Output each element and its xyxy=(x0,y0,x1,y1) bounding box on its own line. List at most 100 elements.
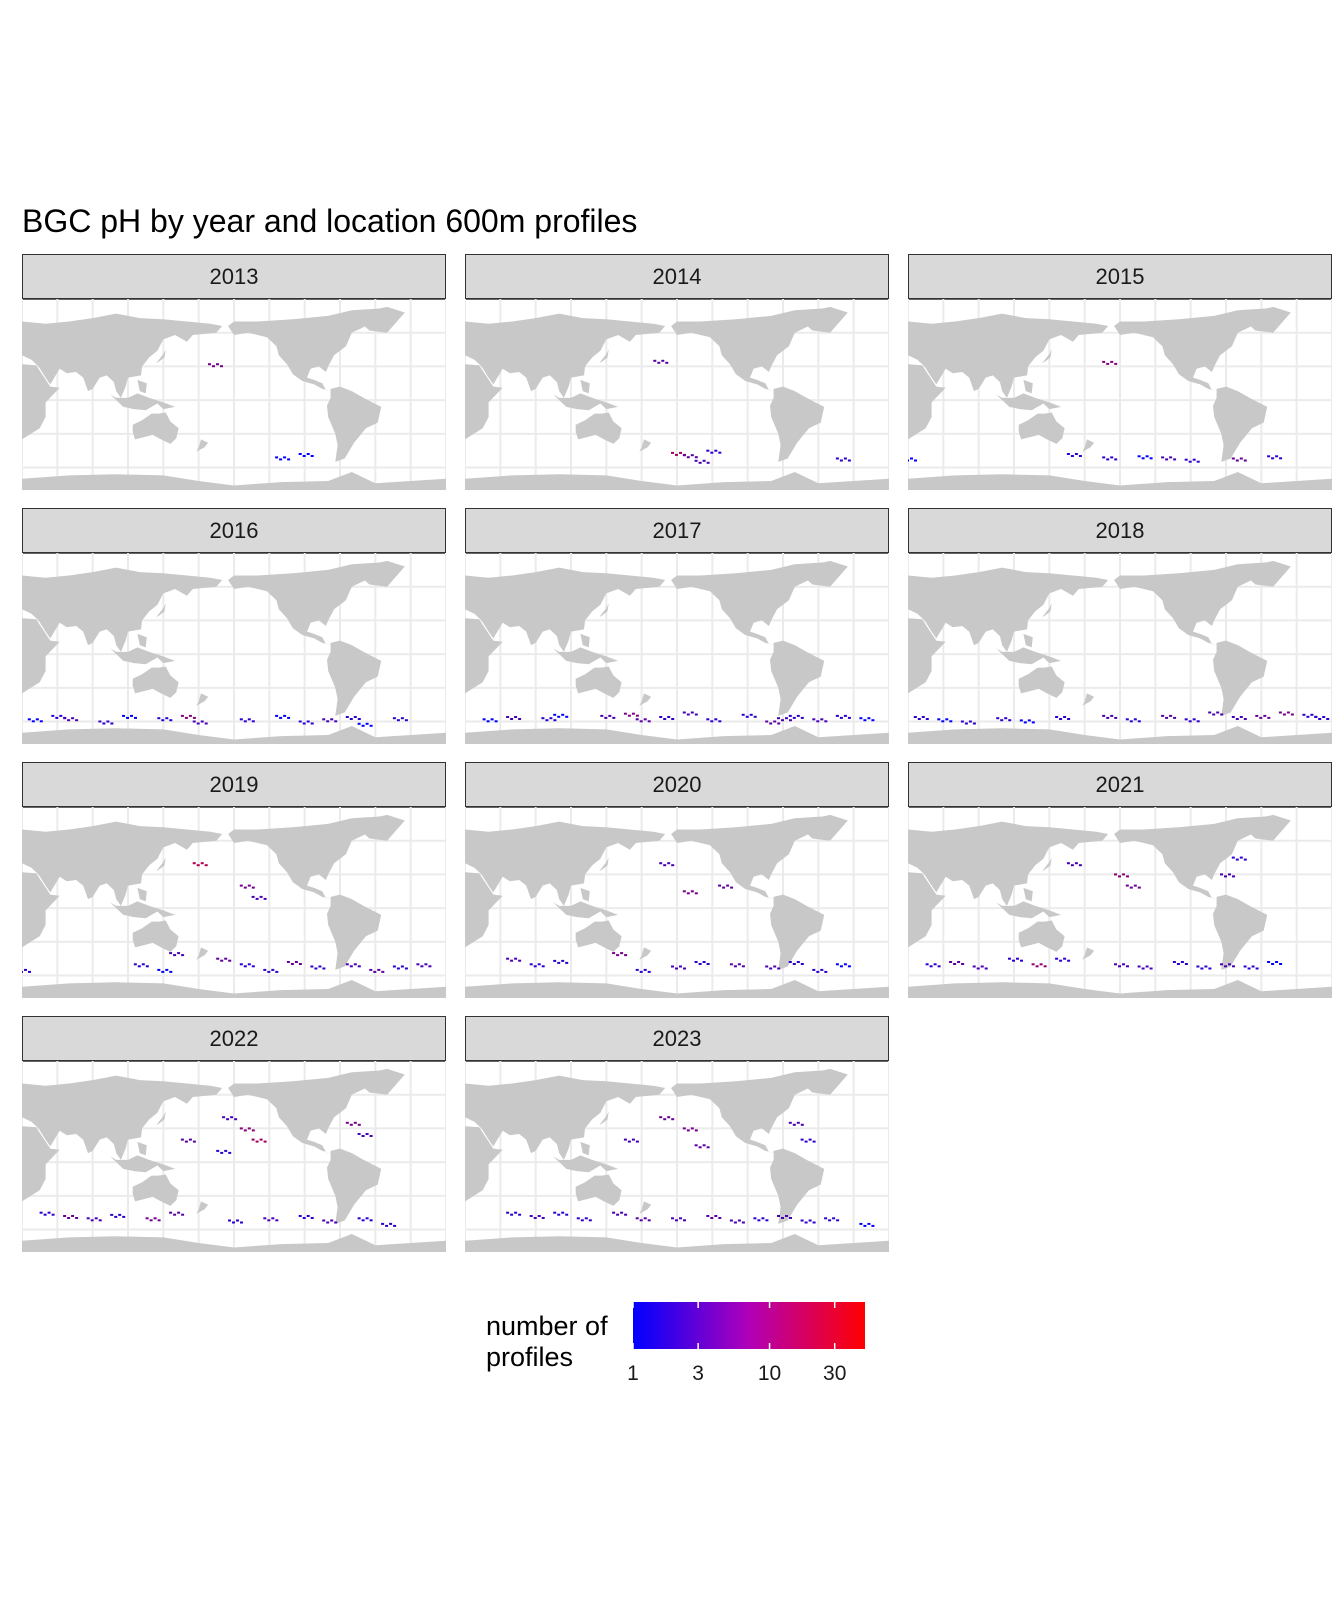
profile-cell xyxy=(871,719,875,722)
profile-cell xyxy=(224,1149,228,1152)
profile-cell xyxy=(236,1219,239,1222)
profile-cell xyxy=(1074,453,1078,455)
profile-cluster xyxy=(392,717,408,722)
profile-cell xyxy=(251,965,255,968)
profile-cell xyxy=(153,1217,157,1220)
profile-cell xyxy=(710,1217,714,1219)
profile-cell xyxy=(1125,884,1129,887)
profile-cell xyxy=(1133,884,1137,887)
profile-cell xyxy=(1110,360,1114,363)
profile-cluster xyxy=(553,713,569,718)
profile-cell xyxy=(255,897,259,900)
profile-cell xyxy=(933,963,937,966)
profile-cluster xyxy=(1125,718,1141,723)
profile-cell xyxy=(226,1118,230,1121)
profile-cell xyxy=(396,967,400,970)
profile-cell xyxy=(1133,718,1137,721)
profile-cell xyxy=(1184,458,1188,461)
land-mass xyxy=(22,1075,223,1160)
land-mass xyxy=(639,439,652,452)
profile-cell xyxy=(286,961,290,963)
profile-cell xyxy=(1192,458,1196,461)
land-mass xyxy=(794,306,848,333)
profile-cell xyxy=(839,965,843,968)
profile-cell xyxy=(518,718,522,720)
profile-cell xyxy=(635,718,639,721)
profile-cell xyxy=(1137,455,1141,458)
profile-cell xyxy=(1055,957,1059,960)
profile-cell xyxy=(639,970,643,973)
profile-cell xyxy=(553,713,557,716)
profile-cell xyxy=(357,1123,361,1126)
land-mass xyxy=(770,386,825,462)
profile-cell xyxy=(192,720,196,723)
profile-cell xyxy=(1137,720,1141,723)
profile-cell xyxy=(283,714,287,717)
land-mass xyxy=(465,872,503,948)
profile-cell xyxy=(114,1215,118,1218)
profile-cell xyxy=(1231,856,1235,859)
land-mass xyxy=(594,349,609,366)
profile-cluster xyxy=(529,963,545,968)
profile-cell xyxy=(334,1221,338,1224)
profile-cell xyxy=(283,456,287,459)
profile-cell xyxy=(682,711,686,714)
profile-cell xyxy=(718,451,722,454)
profile-cell xyxy=(808,1138,812,1141)
profile-cluster xyxy=(1102,714,1118,719)
land-mass xyxy=(132,412,179,444)
profile-cell xyxy=(287,458,291,461)
profile-cell xyxy=(482,718,486,721)
profile-cell xyxy=(404,967,408,970)
profile-cell xyxy=(1066,453,1070,455)
profile-cell xyxy=(627,1140,631,1143)
profile-cluster xyxy=(208,363,223,368)
world-map xyxy=(22,299,446,490)
profile-cell xyxy=(1114,963,1117,966)
profile-cluster xyxy=(1125,884,1141,889)
profile-cell xyxy=(141,963,145,966)
profile-cell xyxy=(1165,458,1169,461)
profile-cell xyxy=(157,1219,161,1222)
profile-cell xyxy=(59,714,63,717)
profile-cell xyxy=(733,965,737,968)
profile-cell xyxy=(808,1219,812,1222)
profile-cell xyxy=(1149,457,1153,460)
land-mass xyxy=(575,1174,622,1206)
profile-cell xyxy=(781,1217,784,1219)
profile-cell xyxy=(345,963,349,966)
profile-cell xyxy=(1110,714,1114,717)
profile-cell xyxy=(667,716,671,718)
profile-cell xyxy=(604,716,608,719)
profile-cell xyxy=(1228,873,1231,876)
profile-cluster xyxy=(98,720,114,725)
profile-cell xyxy=(1196,460,1200,463)
profile-cell xyxy=(627,714,631,717)
profile-cell xyxy=(247,718,251,721)
profile-cell xyxy=(553,959,557,962)
profile-cell xyxy=(1000,719,1004,722)
world-map xyxy=(465,1061,889,1252)
profile-cell xyxy=(228,959,232,962)
profile-cell xyxy=(510,718,514,720)
profile-cluster xyxy=(835,457,851,462)
land-mass xyxy=(465,821,666,906)
profile-cell xyxy=(1129,720,1133,723)
profile-cluster xyxy=(706,449,722,454)
profile-cell xyxy=(1232,965,1235,968)
profile-cluster xyxy=(251,895,267,900)
profile-cell xyxy=(812,968,816,971)
profile-cell xyxy=(820,968,824,971)
profile-cluster xyxy=(765,720,781,725)
profile-cell xyxy=(820,718,824,721)
profile-cluster xyxy=(1220,963,1235,968)
profile-cell xyxy=(345,716,349,718)
profile-cell xyxy=(314,967,318,970)
profile-cell xyxy=(353,716,357,718)
profile-cell xyxy=(234,1118,238,1121)
profile-cell xyxy=(745,715,749,718)
profile-cell xyxy=(843,457,847,460)
profile-cell xyxy=(1196,720,1200,723)
profile-cell xyxy=(612,1211,616,1214)
profile-cell xyxy=(122,1215,126,1218)
